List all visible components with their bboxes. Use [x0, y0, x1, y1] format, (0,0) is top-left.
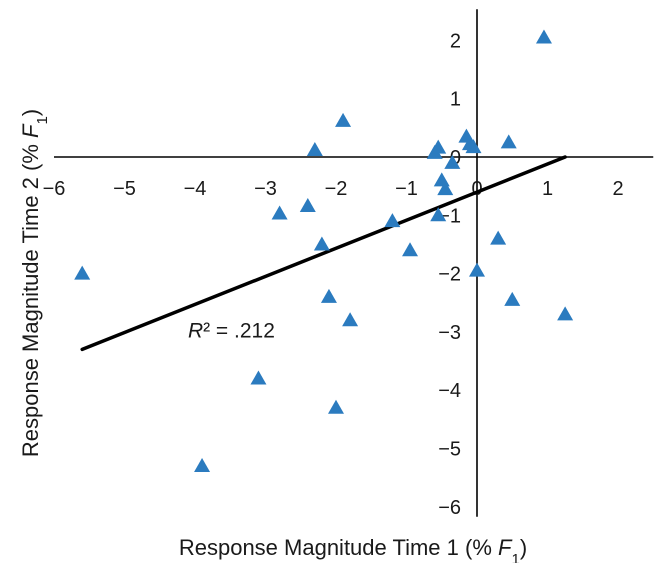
data-point-triangle — [490, 230, 507, 245]
x-tick-label: 2 — [612, 178, 623, 200]
data-point-triangle — [535, 29, 552, 44]
y-axis-title-subscript: 1 — [34, 116, 51, 124]
data-point-triangle — [306, 142, 323, 157]
data-point-triangle — [320, 288, 337, 303]
r-squared-annotation: R² = .212 — [188, 320, 275, 343]
y-tick-labels: −6 −5 −4 −3 −2 −1 0 1 2 — [438, 30, 461, 518]
y-tick-label: −6 — [438, 497, 461, 519]
data-point-triangle — [430, 139, 447, 154]
x-tick-label: −2 — [325, 178, 348, 200]
y-axis-title-prefix: Response Magnitude Time 2 (% — [18, 138, 43, 457]
y-tick-label: 1 — [450, 89, 461, 111]
data-point-triangle — [74, 265, 91, 280]
x-axis-title-prefix: Response Magnitude Time 1 (% — [179, 535, 498, 560]
x-axis-title-suffix: ) — [520, 535, 527, 560]
x-tick-label: 1 — [542, 178, 553, 200]
x-tick-label: −4 — [184, 178, 207, 200]
data-point-triangle — [313, 236, 330, 251]
x-tick-labels: −6 −5 −4 −3 −2 −1 0 1 2 — [43, 178, 624, 200]
data-point-triangle — [299, 197, 316, 212]
data-point-triangle — [465, 139, 482, 154]
data-point-triangle — [384, 213, 401, 228]
x-tick-label: −1 — [395, 178, 418, 200]
data-point-triangle — [557, 306, 574, 321]
data-point-triangle — [328, 399, 344, 414]
y-tick-label: −1 — [438, 205, 461, 227]
data-point-triangle — [271, 205, 288, 220]
trendline — [80, 155, 567, 352]
y-tick-label: −5 — [438, 439, 461, 461]
y-tick-label: −3 — [438, 322, 461, 344]
y-tick-label: −2 — [438, 264, 461, 286]
data-point-triangle — [250, 370, 267, 385]
y-axis-title: Response Magnitude Time 2 (% F1) — [18, 109, 51, 457]
y-tick-label: 0 — [450, 147, 461, 169]
data-point-triangle — [437, 181, 454, 196]
y-tick-label: 2 — [450, 30, 461, 52]
axes — [54, 9, 654, 517]
data-point-triangle — [194, 457, 211, 472]
x-tick-label: −6 — [43, 178, 66, 200]
data-point-triangle — [402, 242, 419, 257]
x-axis-title-subscript: 1 — [511, 551, 519, 563]
data-point-triangle — [433, 172, 450, 187]
data-point-triangle — [335, 112, 352, 127]
x-axis-title-variable: F — [498, 535, 513, 560]
data-point-triangle — [430, 207, 447, 222]
x-axis-title: Response Magnitude Time 1 (% F1) — [179, 535, 527, 563]
data-point-triangle — [500, 134, 517, 149]
y-axis-title-variable: F — [18, 123, 43, 138]
data-point-triangle — [444, 154, 461, 169]
r-squared-variable: R — [188, 320, 203, 343]
data-points — [74, 29, 574, 472]
x-tick-label: 0 — [471, 178, 482, 200]
y-tick-label: −4 — [438, 380, 461, 402]
y-axis-title-suffix: ) — [18, 109, 43, 116]
x-tick-label: −5 — [113, 178, 136, 200]
data-point-triangle — [504, 291, 521, 306]
r-squared-value: ² = .212 — [203, 320, 275, 343]
x-tick-label: −3 — [254, 178, 277, 200]
data-point-triangle — [342, 312, 359, 327]
data-point-triangle — [469, 262, 485, 277]
